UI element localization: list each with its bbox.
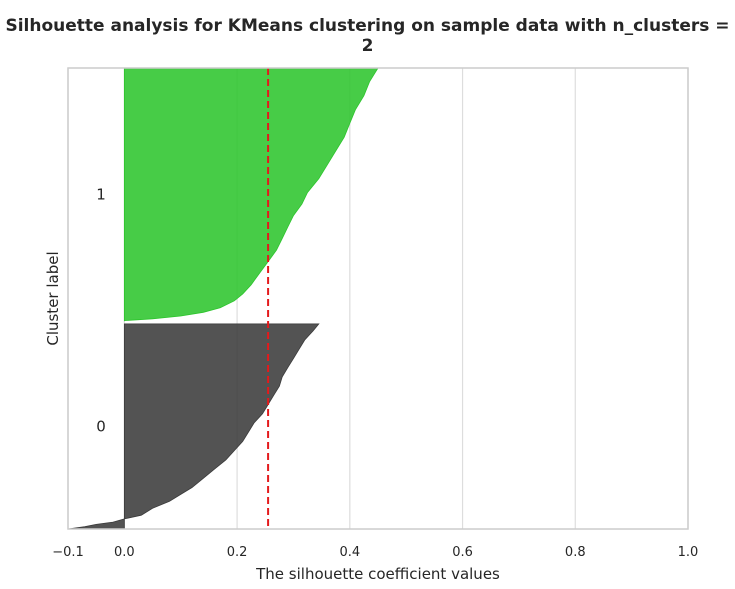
cluster-label-1: 1 [96, 185, 106, 203]
x-tick-label-1: 0.0 [114, 545, 135, 560]
chart-title: Silhouette analysis for KMeans clusterin… [5, 16, 730, 56]
y-axis-label: Cluster label [44, 251, 62, 345]
x-tick-labels: −0.1 0.0 0.2 0.4 0.6 0.8 1.0 [52, 545, 698, 560]
x-tick-label-2: 0.2 [227, 545, 248, 560]
cluster-1-area [123, 67, 379, 322]
x-axis-label: The silhouette coefficient values [255, 565, 500, 583]
cluster-labels: 01 [96, 185, 106, 435]
x-tick-label-0: −0.1 [52, 545, 84, 560]
plot-frame [67, 67, 689, 530]
cluster-areas [67, 67, 379, 530]
x-tick-label-3: 0.4 [339, 545, 360, 560]
x-tick-label-5: 0.8 [565, 545, 586, 560]
x-tick-label-4: 0.6 [452, 545, 473, 560]
x-tick-label-6: 1.0 [678, 545, 699, 560]
cluster-label-0: 0 [96, 417, 106, 435]
cluster-0-area [67, 323, 320, 530]
